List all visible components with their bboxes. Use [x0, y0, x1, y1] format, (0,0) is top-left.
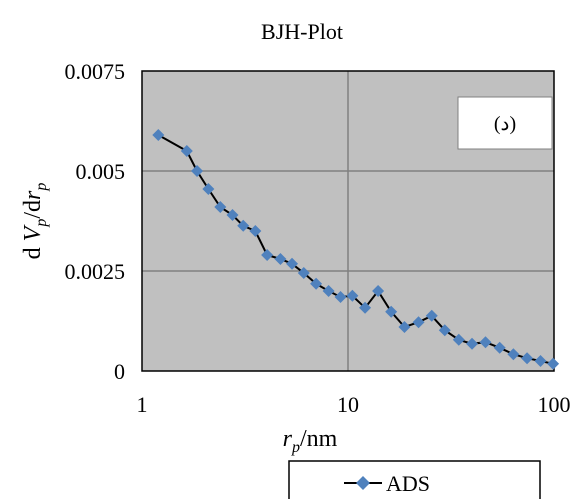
- legend-label-ads: ADS: [386, 471, 430, 496]
- legend: ADS: [288, 460, 541, 499]
- data-point: [249, 225, 262, 237]
- y-tick-label: 0.0025: [65, 259, 126, 284]
- data-point: [191, 165, 204, 177]
- y-axis-label: d Vp/drp: [20, 183, 50, 260]
- data-point: [534, 355, 547, 367]
- data-point: [310, 277, 323, 290]
- series-ads: [152, 129, 560, 370]
- data-point: [297, 267, 310, 279]
- data-point: [507, 348, 520, 361]
- data-point: [322, 285, 335, 297]
- data-point: [261, 249, 274, 261]
- y-tick-label: 0.005: [76, 159, 126, 184]
- data-point: [547, 357, 560, 370]
- data-point: [202, 183, 215, 195]
- data-point: [346, 289, 359, 302]
- data-point: [479, 336, 492, 349]
- data-point: [359, 301, 372, 314]
- plot-frame: [141, 70, 555, 372]
- chart-title: BJH-Plot: [261, 19, 343, 44]
- data-point: [286, 257, 299, 270]
- data-point: [521, 352, 534, 365]
- data-point: [334, 291, 347, 303]
- legend-box: [288, 460, 541, 499]
- data-point: [274, 253, 287, 265]
- y-tick-label: 0: [114, 359, 125, 384]
- data-point: [237, 219, 250, 232]
- x-tick-labels: 1 10 100: [137, 392, 571, 417]
- data-point: [385, 305, 398, 318]
- data-point: [214, 201, 227, 213]
- data-point: [180, 145, 193, 157]
- data-point: [226, 209, 239, 221]
- data-point: [466, 337, 479, 350]
- data-point: [452, 333, 465, 346]
- legend-marker: [356, 476, 370, 490]
- data-point: [398, 321, 411, 333]
- data-point: [493, 341, 506, 354]
- annotation-box: [457, 96, 553, 150]
- grid-lines: [142, 71, 554, 371]
- data-point: [438, 324, 451, 337]
- y-tick-labels: 0 0.0025 0.005 0.0075: [65, 59, 126, 384]
- data-point: [372, 285, 385, 297]
- x-tick-label: 1: [137, 392, 148, 417]
- x-tick-label: 100: [538, 392, 571, 417]
- x-axis-label: rp/nm: [283, 426, 338, 456]
- annotation-label: (د): [494, 113, 516, 135]
- x-tick-label: 10: [337, 392, 359, 417]
- data-point: [412, 316, 425, 329]
- data-point: [152, 129, 165, 141]
- data-point: [425, 309, 438, 322]
- y-tick-label: 0.0075: [65, 59, 126, 84]
